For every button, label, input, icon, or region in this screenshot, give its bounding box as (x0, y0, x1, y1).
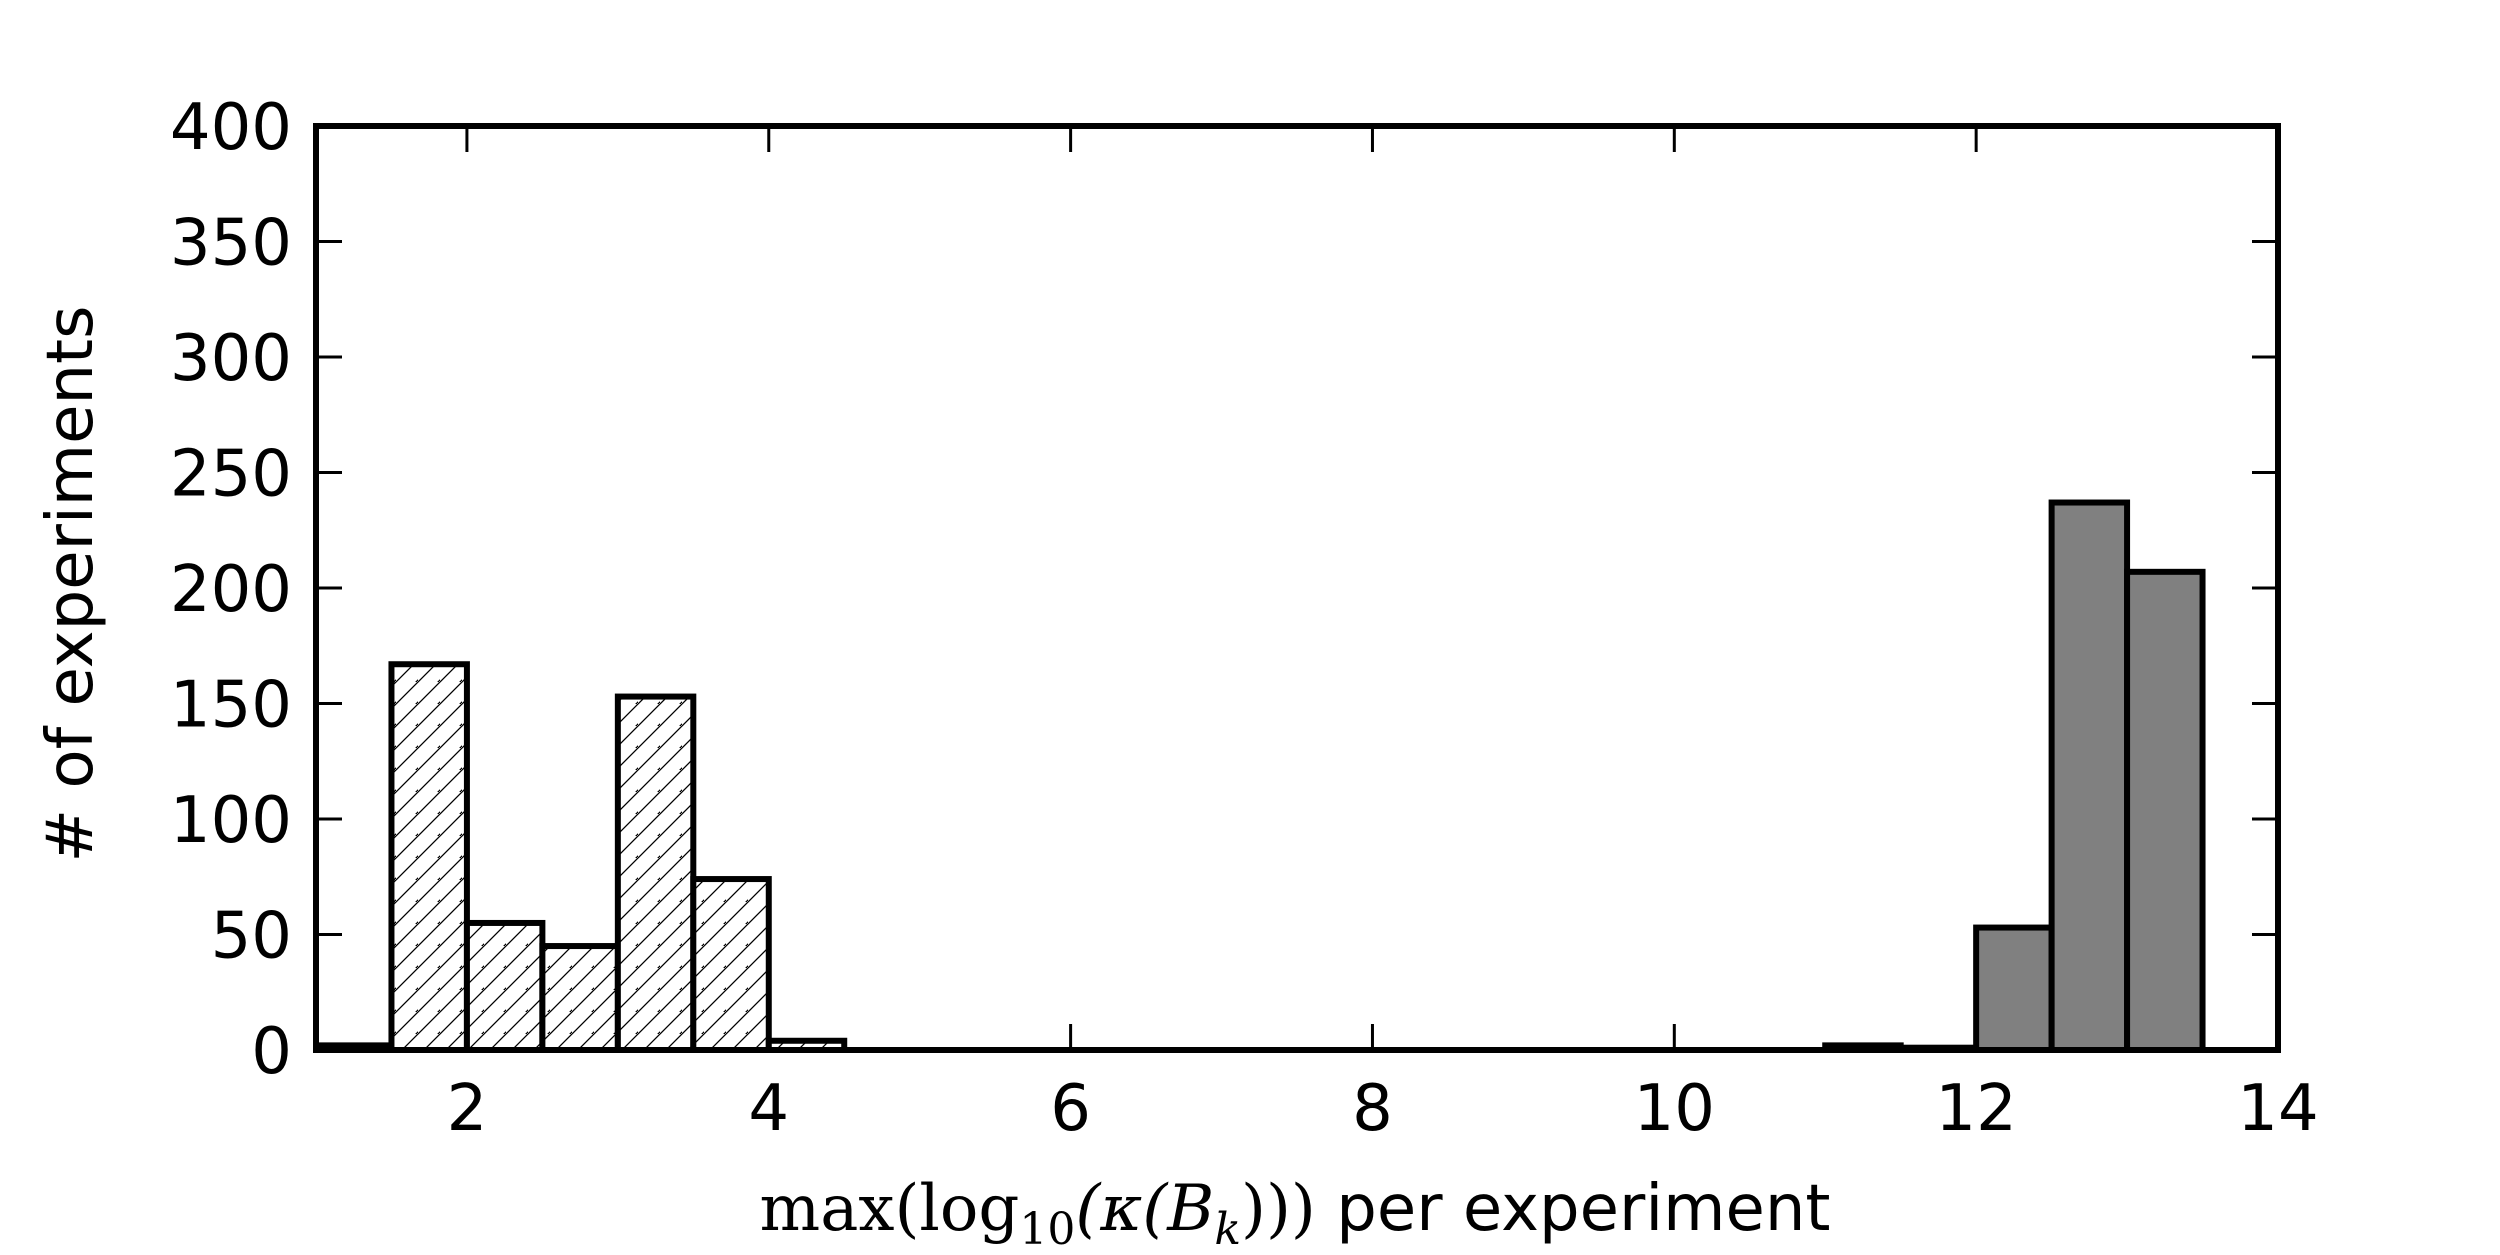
x-tick-label: 8 (1352, 1072, 1393, 1146)
plot-frame (313, 123, 2281, 1053)
y-axis-label: # of experiments (34, 306, 108, 863)
y-tick-label: 250 (170, 438, 292, 512)
x-axis-label-part: max(log (760, 1172, 1020, 1246)
y-tick-label: 150 (170, 669, 292, 743)
y-tick-label: 300 (170, 322, 292, 396)
histogram-bar (463, 919, 546, 1054)
x-tick-label: 10 (1634, 1072, 1715, 1146)
histogram-bar (1973, 924, 2055, 1054)
y-tick-label: 100 (170, 784, 292, 858)
x-axis-label-part: k (1214, 1204, 1241, 1250)
histogram-bar (690, 876, 772, 1053)
y-tick-label: 0 (251, 1015, 292, 1089)
histogram-bar (614, 693, 697, 1053)
x-tick-label: 6 (1050, 1072, 1091, 1146)
x-axis-label-part: (κ(B (1075, 1172, 1214, 1246)
histogram-bar (388, 661, 470, 1053)
axes-layer: 2 4 6 8 10 12 14 0 50 100 150 200 250 300 350 400 (170, 91, 2319, 1146)
x-tick-label: 14 (2237, 1072, 2318, 1146)
x-axis-label-part: 10 (1019, 1204, 1075, 1250)
x-tick-label: 2 (447, 1072, 488, 1146)
x-tick-label: 12 (1935, 1072, 2016, 1146)
x-axis-label: max(log10(κ(Bk))) per experiment (760, 1172, 1831, 1250)
bars-layer (313, 499, 2206, 1054)
y-tick-label: 400 (170, 91, 292, 165)
histogram-bar (539, 943, 621, 1053)
x-axis-label-part: ))) (1241, 1172, 1336, 1246)
y-tick-label: 200 (170, 553, 292, 627)
y-tick-label: 50 (211, 900, 292, 974)
histogram-bar (2124, 568, 2206, 1054)
x-tick-label: 4 (748, 1072, 789, 1146)
y-tick-label: 350 (170, 207, 292, 281)
histogram-bar (2048, 499, 2131, 1053)
x-axis-label-part: per experiment (1336, 1172, 1830, 1246)
